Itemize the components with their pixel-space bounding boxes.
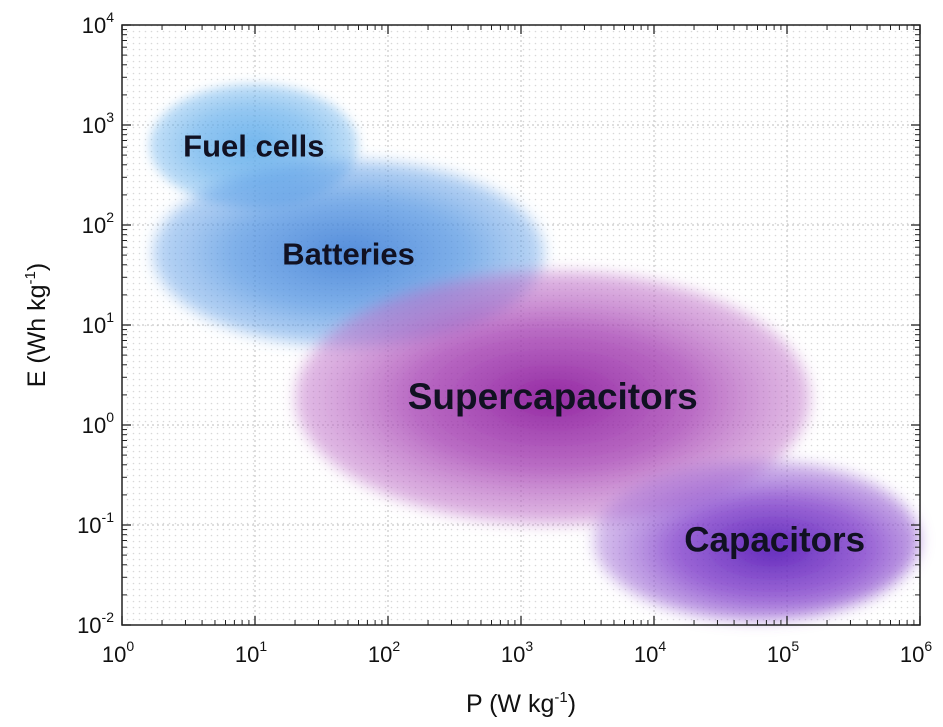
x-axis-title: P (W kg-1)	[466, 689, 576, 718]
y-tick-label: 10-2	[77, 609, 114, 638]
y-tick-label: 102	[82, 209, 114, 238]
y-tick-label: 103	[82, 109, 114, 138]
region-label: Supercapacitors	[408, 376, 698, 417]
y-tick-labels: 10-2 10-1 100 101 102 103 104	[77, 9, 114, 638]
y-tick-label: 10-1	[77, 509, 114, 538]
region-capacitors	[593, 459, 920, 621]
region-label: Fuel cells	[183, 128, 324, 163]
region-label: Batteries	[282, 236, 415, 271]
y-axis-title: E (Wh kg-1)	[22, 263, 51, 387]
x-tick-label: 106	[900, 638, 932, 667]
axis-ticks	[121, 24, 921, 626]
region-labels: Fuel cells Batteries Supercapacitors Capaci…	[183, 128, 865, 559]
regions	[149, 83, 920, 621]
x-tick-label: 100	[102, 638, 134, 667]
y-tick-label: 101	[82, 309, 114, 338]
x-tick-label: 101	[235, 638, 267, 667]
x-tick-label: 105	[767, 638, 799, 667]
x-tick-label: 102	[368, 638, 400, 667]
x-tick-labels: 100 101 102 103 104 105 106	[102, 638, 932, 667]
y-tick-label: 104	[82, 9, 114, 38]
x-tick-label: 104	[634, 638, 666, 667]
x-tick-label: 103	[501, 638, 533, 667]
y-tick-label: 100	[82, 409, 114, 438]
region-supercapacitors	[295, 270, 811, 525]
region-label: Capacitors	[684, 520, 865, 559]
